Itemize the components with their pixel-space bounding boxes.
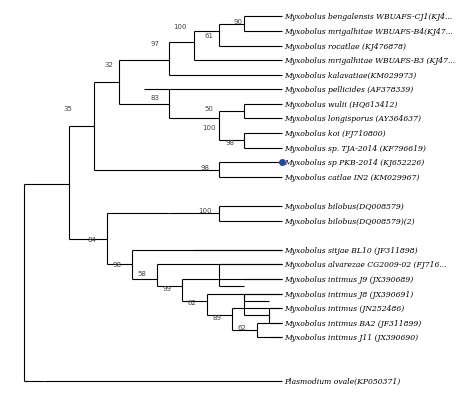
Text: Myxobolus bilobus(DQ008579): Myxobolus bilobus(DQ008579)	[284, 202, 404, 211]
Text: Myxobolus bengalensis WBUAFS-CJ1(KJ4...: Myxobolus bengalensis WBUAFS-CJ1(KJ4...	[284, 13, 452, 21]
Text: 58: 58	[138, 271, 147, 276]
Text: Myxobolus bilobus(DQ008579)(2): Myxobolus bilobus(DQ008579)(2)	[284, 217, 415, 225]
Text: Myxobolus mrigalhitae WBUAFS-B3 (KJ47...: Myxobolus mrigalhitae WBUAFS-B3 (KJ47...	[284, 57, 455, 65]
Text: Myxobolus catlae IN2 (KM029967): Myxobolus catlae IN2 (KM029967)	[284, 173, 419, 181]
Text: Myxobolus koi (FJ710800): Myxobolus koi (FJ710800)	[284, 130, 386, 138]
Text: Myxobolus kalavatiae(KM029973): Myxobolus kalavatiae(KM029973)	[284, 71, 416, 80]
Text: Myxobolus sp PKB-2014 (KJ652226): Myxobolus sp PKB-2014 (KJ652226)	[284, 159, 424, 167]
Text: Myxobolus intimus J8 (JX390691): Myxobolus intimus J8 (JX390691)	[284, 290, 413, 298]
Text: 35: 35	[63, 106, 72, 112]
Text: 98: 98	[113, 261, 122, 268]
Text: 98: 98	[201, 164, 210, 170]
Text: 83: 83	[150, 94, 159, 100]
Text: Myxobolus intimus J9 (JX390689): Myxobolus intimus J9 (JX390689)	[284, 275, 413, 283]
Text: 89: 89	[213, 314, 222, 320]
Text: 90: 90	[234, 19, 243, 25]
Text: 98: 98	[225, 140, 234, 145]
Text: 100: 100	[202, 125, 216, 131]
Text: Myxobolus sitjae BL10 (JF311898): Myxobolus sitjae BL10 (JF311898)	[284, 246, 418, 254]
Text: Myxobolus alvarezae CG2009-02 (FJ716...: Myxobolus alvarezae CG2009-02 (FJ716...	[284, 261, 447, 269]
Text: 62: 62	[238, 324, 247, 330]
Text: Myxobolus rocatlae (KJ476878): Myxobolus rocatlae (KJ476878)	[284, 43, 406, 50]
Text: 100: 100	[198, 208, 211, 214]
Text: Myxobolus longisporus (AY364637): Myxobolus longisporus (AY364637)	[284, 115, 421, 123]
Text: Myxobolus sp. TJA-2014 (KF796619): Myxobolus sp. TJA-2014 (KF796619)	[284, 144, 426, 152]
Text: 84: 84	[88, 237, 97, 243]
Text: Myxobolus pellicides (AF378339): Myxobolus pellicides (AF378339)	[284, 86, 413, 94]
Text: 32: 32	[105, 62, 113, 68]
Text: 61: 61	[205, 33, 214, 39]
Text: Plasmodium ovale(KP050371): Plasmodium ovale(KP050371)	[284, 377, 401, 385]
Text: Myxobolus intimus (JN252486): Myxobolus intimus (JN252486)	[284, 304, 404, 312]
Text: 50: 50	[205, 106, 213, 112]
Text: 97: 97	[150, 40, 159, 46]
Text: 99: 99	[163, 285, 172, 291]
Text: 62: 62	[188, 299, 197, 306]
Text: Myxobolus intimus BA2 (JF311899): Myxobolus intimus BA2 (JF311899)	[284, 319, 421, 327]
Text: 100: 100	[173, 24, 187, 31]
Text: Myxobolus wulii (HQ613412): Myxobolus wulii (HQ613412)	[284, 101, 397, 109]
Text: Myxobolus mrigalhitae WBUAFS-B4(KJ47...: Myxobolus mrigalhitae WBUAFS-B4(KJ47...	[284, 28, 453, 36]
Text: Myxobolus intimus J11 (JX390690): Myxobolus intimus J11 (JX390690)	[284, 333, 418, 342]
